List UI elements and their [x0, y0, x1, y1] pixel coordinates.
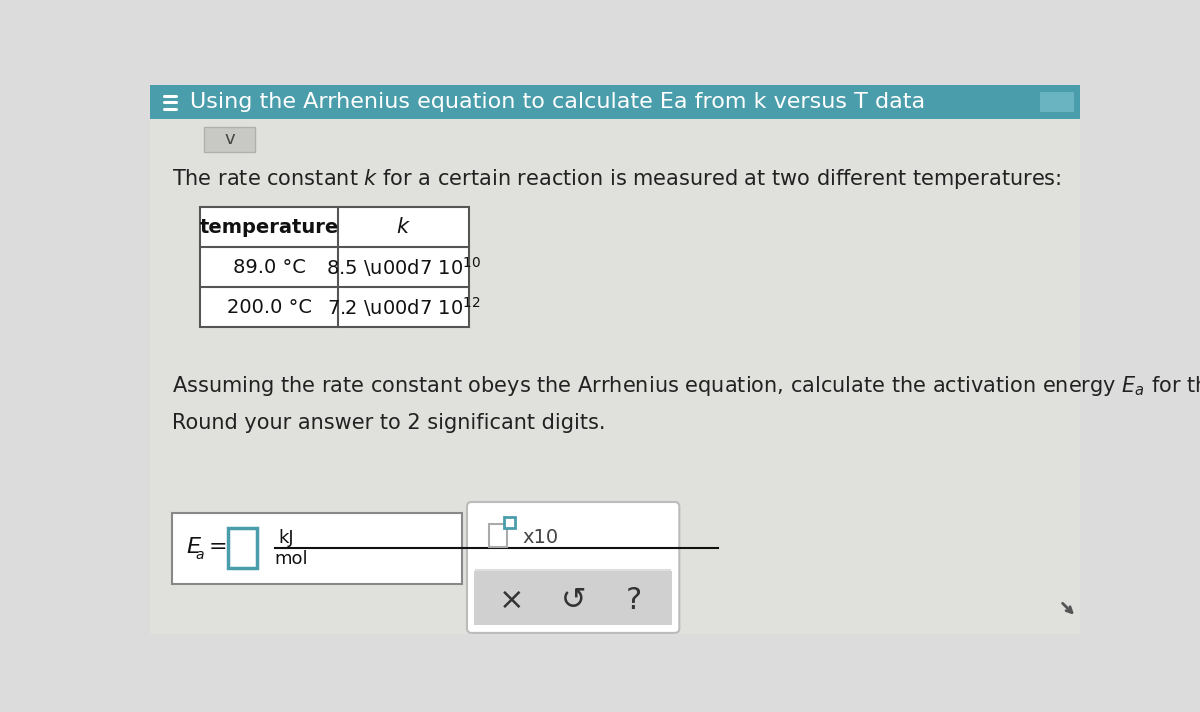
Text: =: =: [209, 537, 228, 557]
Text: 8.5 \u00d7 10$^{10}$: 8.5 \u00d7 10$^{10}$: [325, 255, 481, 279]
Bar: [504, 518, 515, 528]
Text: Using the Arrhenius equation to calculate Ea from k versus T data: Using the Arrhenius equation to calculat…: [191, 93, 925, 112]
Text: ×: ×: [499, 586, 524, 615]
Text: ↺: ↺: [560, 586, 586, 615]
Text: 7.2 \u00d7 10$^{12}$: 7.2 \u00d7 10$^{12}$: [326, 295, 480, 319]
Bar: [204, 127, 256, 152]
Text: a: a: [194, 548, 204, 562]
Text: v: v: [224, 130, 235, 148]
Text: ?: ?: [626, 586, 642, 615]
Text: $k$: $k$: [396, 217, 410, 237]
Text: 200.0 °C: 200.0 °C: [227, 298, 312, 317]
Bar: [200, 207, 468, 328]
Text: $E$: $E$: [186, 537, 202, 557]
Text: 89.0 °C: 89.0 °C: [233, 258, 306, 277]
Bar: [474, 570, 672, 625]
Text: The rate constant $k$ for a certain reaction is measured at two different temper: The rate constant $k$ for a certain reac…: [172, 167, 1061, 192]
Text: Assuming the rate constant obeys the Arrhenius equation, calculate the activatio: Assuming the rate constant obeys the Arr…: [172, 374, 1200, 398]
FancyBboxPatch shape: [467, 502, 679, 633]
Text: Round your answer to 2 significant digits.: Round your answer to 2 significant digit…: [172, 413, 605, 433]
Bar: [1039, 92, 1074, 112]
Text: mol: mol: [275, 550, 308, 568]
Text: x10: x10: [522, 528, 558, 547]
Bar: [150, 85, 1080, 120]
Bar: [172, 513, 462, 584]
Bar: [228, 528, 257, 568]
Text: temperature: temperature: [199, 218, 338, 236]
Text: kJ: kJ: [278, 529, 294, 548]
Bar: [488, 523, 508, 547]
